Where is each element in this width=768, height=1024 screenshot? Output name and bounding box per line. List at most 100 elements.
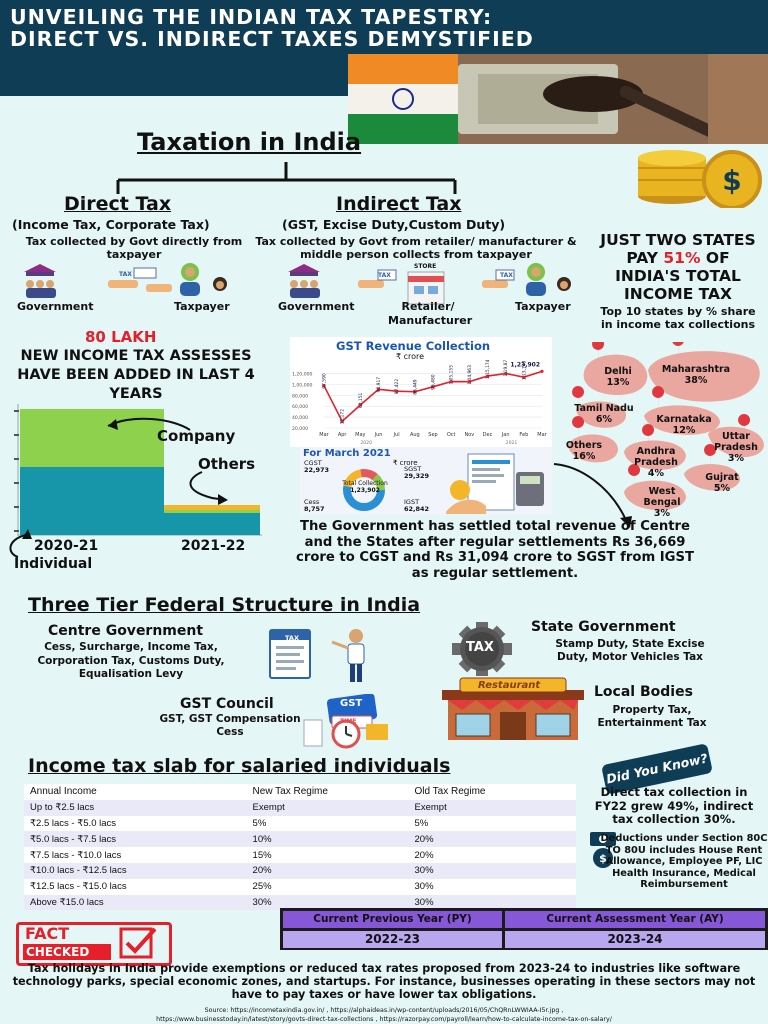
others-arrow (189, 471, 227, 501)
gst-invoice-illustration (446, 453, 544, 514)
gst-month-label: Dec (483, 432, 493, 438)
gst-data-label: 86,449 (412, 379, 418, 395)
time-tag: TIME (340, 718, 357, 725)
checkmark-icon (119, 927, 157, 959)
company-arrow-head (108, 419, 118, 430)
gst-data-label: 1,13,143 (521, 360, 527, 380)
direct-government-label: Government (17, 300, 94, 313)
gst-point (358, 403, 362, 407)
slab-row: Above ₹15.0 lacs 30% 30% (24, 894, 576, 911)
taxation-heading: Taxation in India (137, 128, 362, 156)
state-name: Karnataka (656, 414, 712, 425)
slab-row: ₹10.0 lacs - ₹12.5 lacs 20% 30% (24, 862, 576, 879)
gst-point (467, 380, 471, 384)
igst-breakdown: IGST 62,842 (404, 499, 429, 513)
gst-month-label: Aug (410, 432, 420, 438)
indirect-tax-examples: (GST, Excise Duty,Custom Duty) (282, 217, 506, 232)
location-pin-icons (572, 342, 751, 488)
cgst-breakdown: CGST 22,973 (304, 460, 329, 474)
slab-cell: 10% (252, 833, 272, 845)
total-value: 1,23,902 (350, 487, 380, 494)
y-axis-ticks (14, 410, 19, 532)
gst-data-label: 32,172 (340, 409, 346, 425)
state-name: Uttar Pradesh (714, 431, 758, 453)
slab-cell: 30% (414, 865, 434, 877)
state-pct: 3% (653, 508, 671, 519)
slab-cell: ₹12.5 lacs - ₹15.0 lacs (30, 881, 127, 893)
igst-value: 62,842 (404, 505, 430, 513)
gst-y-tick: 20,000 (292, 426, 308, 432)
gst-month-label: Jan (501, 432, 510, 438)
indirect-tax-flow (288, 263, 571, 305)
sgst-label: SGST (404, 465, 422, 473)
direct-tax-tag: TAX (119, 271, 132, 278)
coins-icon: $ (638, 150, 762, 208)
page-title: UNVEILING THE INDIAN TAX TAPESTRY: DIREC… (10, 5, 534, 51)
others-arrow-head (218, 494, 228, 505)
gst-point (522, 375, 526, 379)
government-icon (24, 264, 56, 298)
slab-cell: 30% (414, 896, 434, 908)
slab-cell: 20% (414, 849, 434, 861)
gst-year-2020: 2020 (360, 440, 372, 446)
deductions-text: Deductions under Section 80C TO 80U incl… (600, 833, 768, 890)
slab-row: ₹12.5 lacs - ₹15.0 lacs 25% 30% (24, 878, 576, 895)
state-name: Maharashtra (661, 364, 731, 375)
gst-data-label: 1,05,155 (449, 365, 455, 385)
direct-tax-flow (24, 263, 227, 298)
cess-breakdown: Cess 8,757 (304, 499, 325, 513)
indirect-tax-heading: Indirect Tax (336, 193, 462, 215)
state-pct: 3% (727, 453, 745, 464)
states-subtitle: Top 10 states by % share in income tax c… (600, 305, 756, 331)
handover-icon (482, 269, 515, 288)
state-name: Others (565, 440, 603, 451)
did-you-know-fact: Direct tax collection in FY22 grew 49%, … (594, 785, 754, 826)
tax-photo (348, 54, 768, 144)
gst-data-label: 1,15,174 (485, 360, 491, 379)
states-headline: JUST TWO STATES PAY 51% OF INDIA'S TOTAL… (588, 231, 768, 303)
slab-cell: ₹2.5 lacs - ₹5.0 lacs (30, 817, 117, 829)
slab-cell: 25% (252, 881, 272, 893)
year-2021-22: 2021-22 (181, 538, 246, 554)
states-headline-pay: PAY (626, 249, 664, 267)
slab-row: ₹2.5 lacs - ₹5.0 lacs 5% 5% (24, 815, 576, 832)
money-icon: $ (590, 832, 616, 868)
cess-value: 8,757 (304, 505, 325, 513)
restaurant-illustration (442, 677, 584, 740)
slab-cell: Exempt (414, 802, 447, 814)
bar-company-2021-22 (164, 510, 260, 513)
gst-y-tick: 60,000 (292, 404, 308, 410)
gst-council-desc: GST, GST Compensation Cess (159, 713, 301, 738)
slab-row: ₹5.0 lacs - ₹7.5 lacs 10% 20% (24, 831, 576, 848)
bar-individual-2021-22 (164, 513, 260, 535)
indirect-tax-tag-2: TAX (500, 272, 513, 279)
direct-tax-examples: (Income Tax, Corporate Tax) (12, 217, 210, 232)
slab-cell: ₹5.0 lacs - ₹7.5 lacs (30, 833, 117, 845)
others-label: Others (198, 455, 256, 473)
state-pct: 5% (713, 483, 731, 494)
centre-tax-tag: TAX (285, 634, 299, 642)
fact-checked-stamp: FACT CHECKED (16, 922, 172, 966)
gst-y-tick: 1,20,000 (292, 371, 313, 377)
sgst-breakdown: SGST 29,329 (404, 466, 429, 480)
slab-header-cell: Old Tax Regime (414, 786, 486, 798)
slab-header-cell: Annual Income (30, 786, 97, 798)
states-headline-line-1: JUST TWO STATES (600, 231, 756, 249)
gst-point (504, 371, 508, 376)
total-label: Total Collection (342, 480, 388, 487)
states-headline-of: OF (700, 249, 730, 267)
fact-stamp-word-1: FACT (25, 924, 70, 943)
slab-cell: 5% (414, 817, 429, 829)
state-others: Others 16% (552, 440, 616, 462)
individual-arrow (9, 529, 32, 558)
states-headline-line-3: INDIA'S TOTAL (615, 267, 741, 285)
taxpayer-icon (526, 263, 571, 296)
slab-cell: Above ₹15.0 lacs (30, 896, 104, 908)
state-pct: 38% (684, 375, 708, 386)
fact-stamp-word-2: CHECKED (26, 945, 90, 959)
gst-data-label: 95,480 (431, 374, 437, 390)
gst-march-unit: ₹ crore (393, 459, 418, 467)
state-name: Andhra Pradesh (634, 446, 678, 468)
state-government-desc: Stamp Duty, State Excise Duty, Motor Veh… (555, 638, 705, 663)
indirect-tax-desc: Tax collected by Govt from retailer/ man… (255, 235, 577, 261)
